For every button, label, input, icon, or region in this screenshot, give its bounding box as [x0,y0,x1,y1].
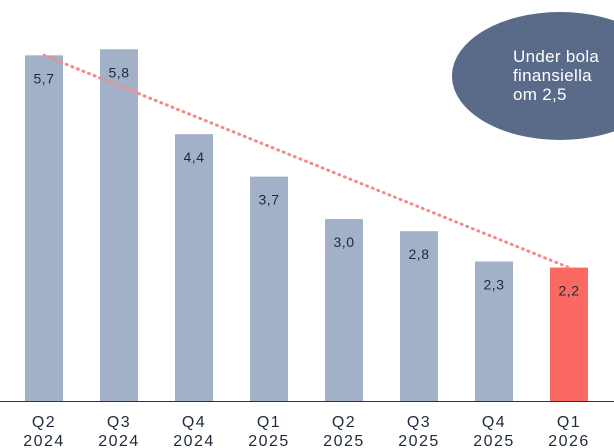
tick-label-quarter: Q1 [557,414,581,431]
callout-text-line: om 2,5 [513,85,567,104]
value-label-8: 2,2 [559,283,580,299]
value-label-6: 2,8 [409,246,430,262]
value-label-2: 5,8 [109,64,130,80]
tick-label-quarter: Q2 [32,414,56,431]
tick-label-quarter: Q4 [182,414,206,431]
callout-text-line: Under bola [513,47,599,66]
tick-label-quarter: Q4 [482,414,506,431]
tick-label-quarter: Q3 [407,414,431,431]
tick-label-year: 2025 [473,433,515,448]
value-labels: 5,7 5,8 4,4 3,7 3,0 2,8 2,3 2,2 [34,64,580,299]
value-label-3: 4,4 [184,149,205,165]
bar-1 [25,55,63,402]
tick-label-year: 2024 [23,433,65,448]
value-label-5: 3,0 [334,234,355,250]
tick-label-year: 2025 [398,433,440,448]
tick-label-quarter: Q1 [257,414,281,431]
tick-label-year: 2025 [323,433,365,448]
bar-6 [400,231,438,401]
trend-line [42,53,571,270]
bar-7 [475,261,513,401]
bar-4 [250,176,288,401]
callout-ellipse [452,12,614,140]
tick-label-year: 2026 [548,433,590,448]
tick-label-year: 2024 [98,433,140,448]
tick-label-year: 2024 [173,433,215,448]
tick-label-quarter: Q2 [332,414,356,431]
bars [25,49,588,402]
tick-label-year: 2025 [248,433,290,448]
value-label-7: 2,3 [484,277,505,293]
value-label-4: 3,7 [259,192,280,208]
value-label-1: 5,7 [34,70,55,86]
bar-8 [550,267,588,401]
bar-2 [100,49,138,402]
callout-text-line: finansiella [513,66,592,85]
bar-3 [175,134,213,401]
x-tick-labels: Q2 2024 Q3 2024 Q4 2024 Q1 2025 Q2 2025 Q3 2025 Q4 20… [23,414,590,448]
tick-label-quarter: Q3 [107,414,131,431]
bar-5 [325,219,363,401]
